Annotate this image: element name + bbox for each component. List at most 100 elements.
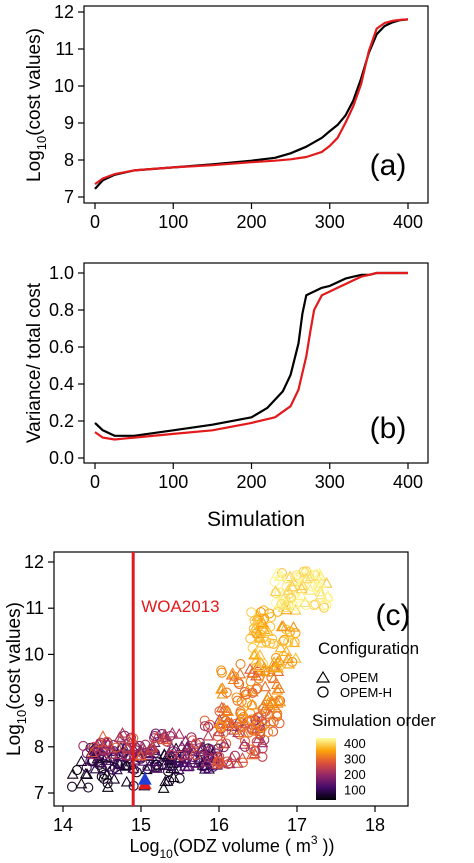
scatter-point-circle bbox=[253, 712, 264, 723]
woa2013-label: WOA2013 bbox=[141, 597, 219, 616]
scatter-point-circle bbox=[140, 739, 151, 750]
scatter-point-triangle bbox=[271, 567, 283, 578]
scatter-point-triangle bbox=[237, 726, 250, 738]
scatter-point-triangle bbox=[246, 667, 259, 678]
scatter-point-triangle bbox=[121, 742, 134, 754]
scatter-point-circle bbox=[232, 695, 243, 706]
scatter-point-circle bbox=[214, 751, 225, 762]
panel-c-ylabel-rest: (cost values) bbox=[4, 602, 25, 710]
scatter-point-triangle bbox=[202, 729, 215, 741]
scatter-point-triangle bbox=[66, 768, 79, 779]
scatter-point-circle bbox=[258, 605, 269, 616]
x-tick-label: 14 bbox=[53, 815, 73, 835]
scatter-point-circle bbox=[310, 570, 321, 581]
scatter-point-triangle bbox=[315, 588, 328, 600]
scatter-point-triangle bbox=[137, 755, 150, 766]
panel-c-ylabel-sub: 10 bbox=[14, 710, 29, 724]
scatter-point-triangle bbox=[273, 599, 285, 610]
scatter-point-triangle bbox=[134, 749, 147, 760]
series-line-0 bbox=[94, 271, 408, 437]
panel-c-xlabel: Log10(ODZ volume ( m3 )) bbox=[129, 833, 334, 861]
scatter-point-triangle bbox=[183, 759, 195, 771]
scatter-point-triangle bbox=[266, 695, 279, 706]
scatter-point-triangle bbox=[259, 680, 272, 692]
scatter-point-circle bbox=[257, 751, 268, 762]
scatter-point-triangle bbox=[269, 661, 282, 673]
panel-c-points bbox=[66, 566, 334, 793]
scatter-point-circle bbox=[289, 637, 300, 648]
scatter-point-triangle bbox=[315, 577, 328, 588]
x-tick-label: 0 bbox=[90, 472, 100, 492]
panel-b-xlabel: Simulation bbox=[207, 508, 305, 531]
scatter-point-triangle bbox=[179, 748, 192, 760]
scatter-point-triangle bbox=[258, 623, 271, 634]
scatter-point-circle bbox=[108, 739, 119, 750]
scatter-point-circle bbox=[245, 633, 256, 644]
y-tick-label: 12 bbox=[24, 552, 44, 572]
panel-a-axes: 0 100 200 300 400 7 8 9 10 11 12 bbox=[54, 2, 423, 232]
scatter-point-triangle bbox=[221, 704, 234, 716]
panel-b-ylabel: Variance/ total cost bbox=[24, 282, 45, 443]
y-tick-label: 0.6 bbox=[49, 337, 74, 357]
scatter-point-circle bbox=[281, 624, 292, 635]
scatter-point-triangle bbox=[248, 747, 261, 759]
scatter-point-circle bbox=[214, 706, 225, 717]
scatter-point-circle bbox=[166, 749, 177, 761]
scatter-point-triangle bbox=[300, 572, 313, 584]
scatter-point-triangle bbox=[166, 726, 179, 738]
scatter-point-circle bbox=[249, 725, 260, 736]
scatter-point-triangle bbox=[246, 685, 259, 697]
panel-c-xlabel-sub: 10 bbox=[159, 847, 173, 861]
scatter-point-circle bbox=[150, 728, 161, 739]
scatter-point-triangle bbox=[246, 698, 259, 710]
y-tick-label: 9 bbox=[34, 691, 44, 711]
scatter-point-triangle bbox=[158, 728, 171, 740]
scatter-point-triangle bbox=[251, 722, 264, 734]
scatter-point-circle bbox=[245, 676, 256, 687]
scatter-point-circle bbox=[233, 677, 244, 688]
scatter-point-circle bbox=[257, 743, 268, 754]
scatter-point-circle bbox=[230, 724, 241, 735]
scatter-point-circle bbox=[190, 738, 202, 749]
scatter-point-circle bbox=[71, 764, 83, 776]
scatter-point-triangle bbox=[248, 648, 261, 660]
panel-c: WOA2013 14 15 16 17 18 7 8 9 10 11 12 (c) Configur… bbox=[4, 551, 436, 861]
scatter-point-circle bbox=[215, 739, 226, 750]
scatter-point-triangle bbox=[252, 660, 265, 672]
scatter-point-circle bbox=[216, 665, 227, 676]
scatter-point-circle bbox=[78, 740, 89, 751]
scatter-point-circle bbox=[268, 638, 279, 649]
scatter-point-triangle bbox=[201, 745, 214, 756]
x-tick-label: 300 bbox=[315, 472, 345, 492]
panel-c-highlight-points bbox=[138, 772, 152, 790]
scatter-point-circle bbox=[214, 757, 225, 768]
color-bar-tick-label: 100 bbox=[344, 783, 366, 798]
scatter-point-triangle bbox=[88, 748, 101, 760]
scatter-point-triangle bbox=[216, 687, 229, 699]
scatter-point-circle bbox=[285, 592, 297, 603]
scatter-point-circle bbox=[174, 773, 185, 784]
y-tick-label: 0.2 bbox=[49, 411, 74, 431]
scatter-point-triangle bbox=[295, 589, 308, 601]
scatter-point-triangle bbox=[250, 669, 263, 681]
x-tick-label: 400 bbox=[393, 472, 423, 492]
panel-b-plot-area bbox=[83, 262, 429, 464]
scatter-point-circle bbox=[218, 742, 229, 753]
simulation-order-legend-title: Simulation order bbox=[312, 711, 436, 730]
scatter-point-circle bbox=[236, 709, 247, 720]
series-line-1 bbox=[94, 271, 408, 441]
scatter-point-triangle bbox=[267, 672, 280, 684]
scatter-point-circle bbox=[281, 573, 292, 584]
scatter-point-circle bbox=[164, 776, 175, 787]
panel-a-ylabel-sub: 10 bbox=[34, 136, 49, 150]
scatter-point-triangle bbox=[254, 618, 267, 629]
scatter-point-triangle bbox=[79, 767, 92, 779]
y-tick-label: 11 bbox=[25, 598, 44, 618]
scatter-point-circle bbox=[98, 773, 109, 784]
scatter-point-circle bbox=[202, 762, 213, 773]
scatter-point-circle bbox=[311, 569, 322, 580]
scatter-point-triangle bbox=[282, 652, 295, 663]
triangle-icon bbox=[315, 670, 331, 683]
